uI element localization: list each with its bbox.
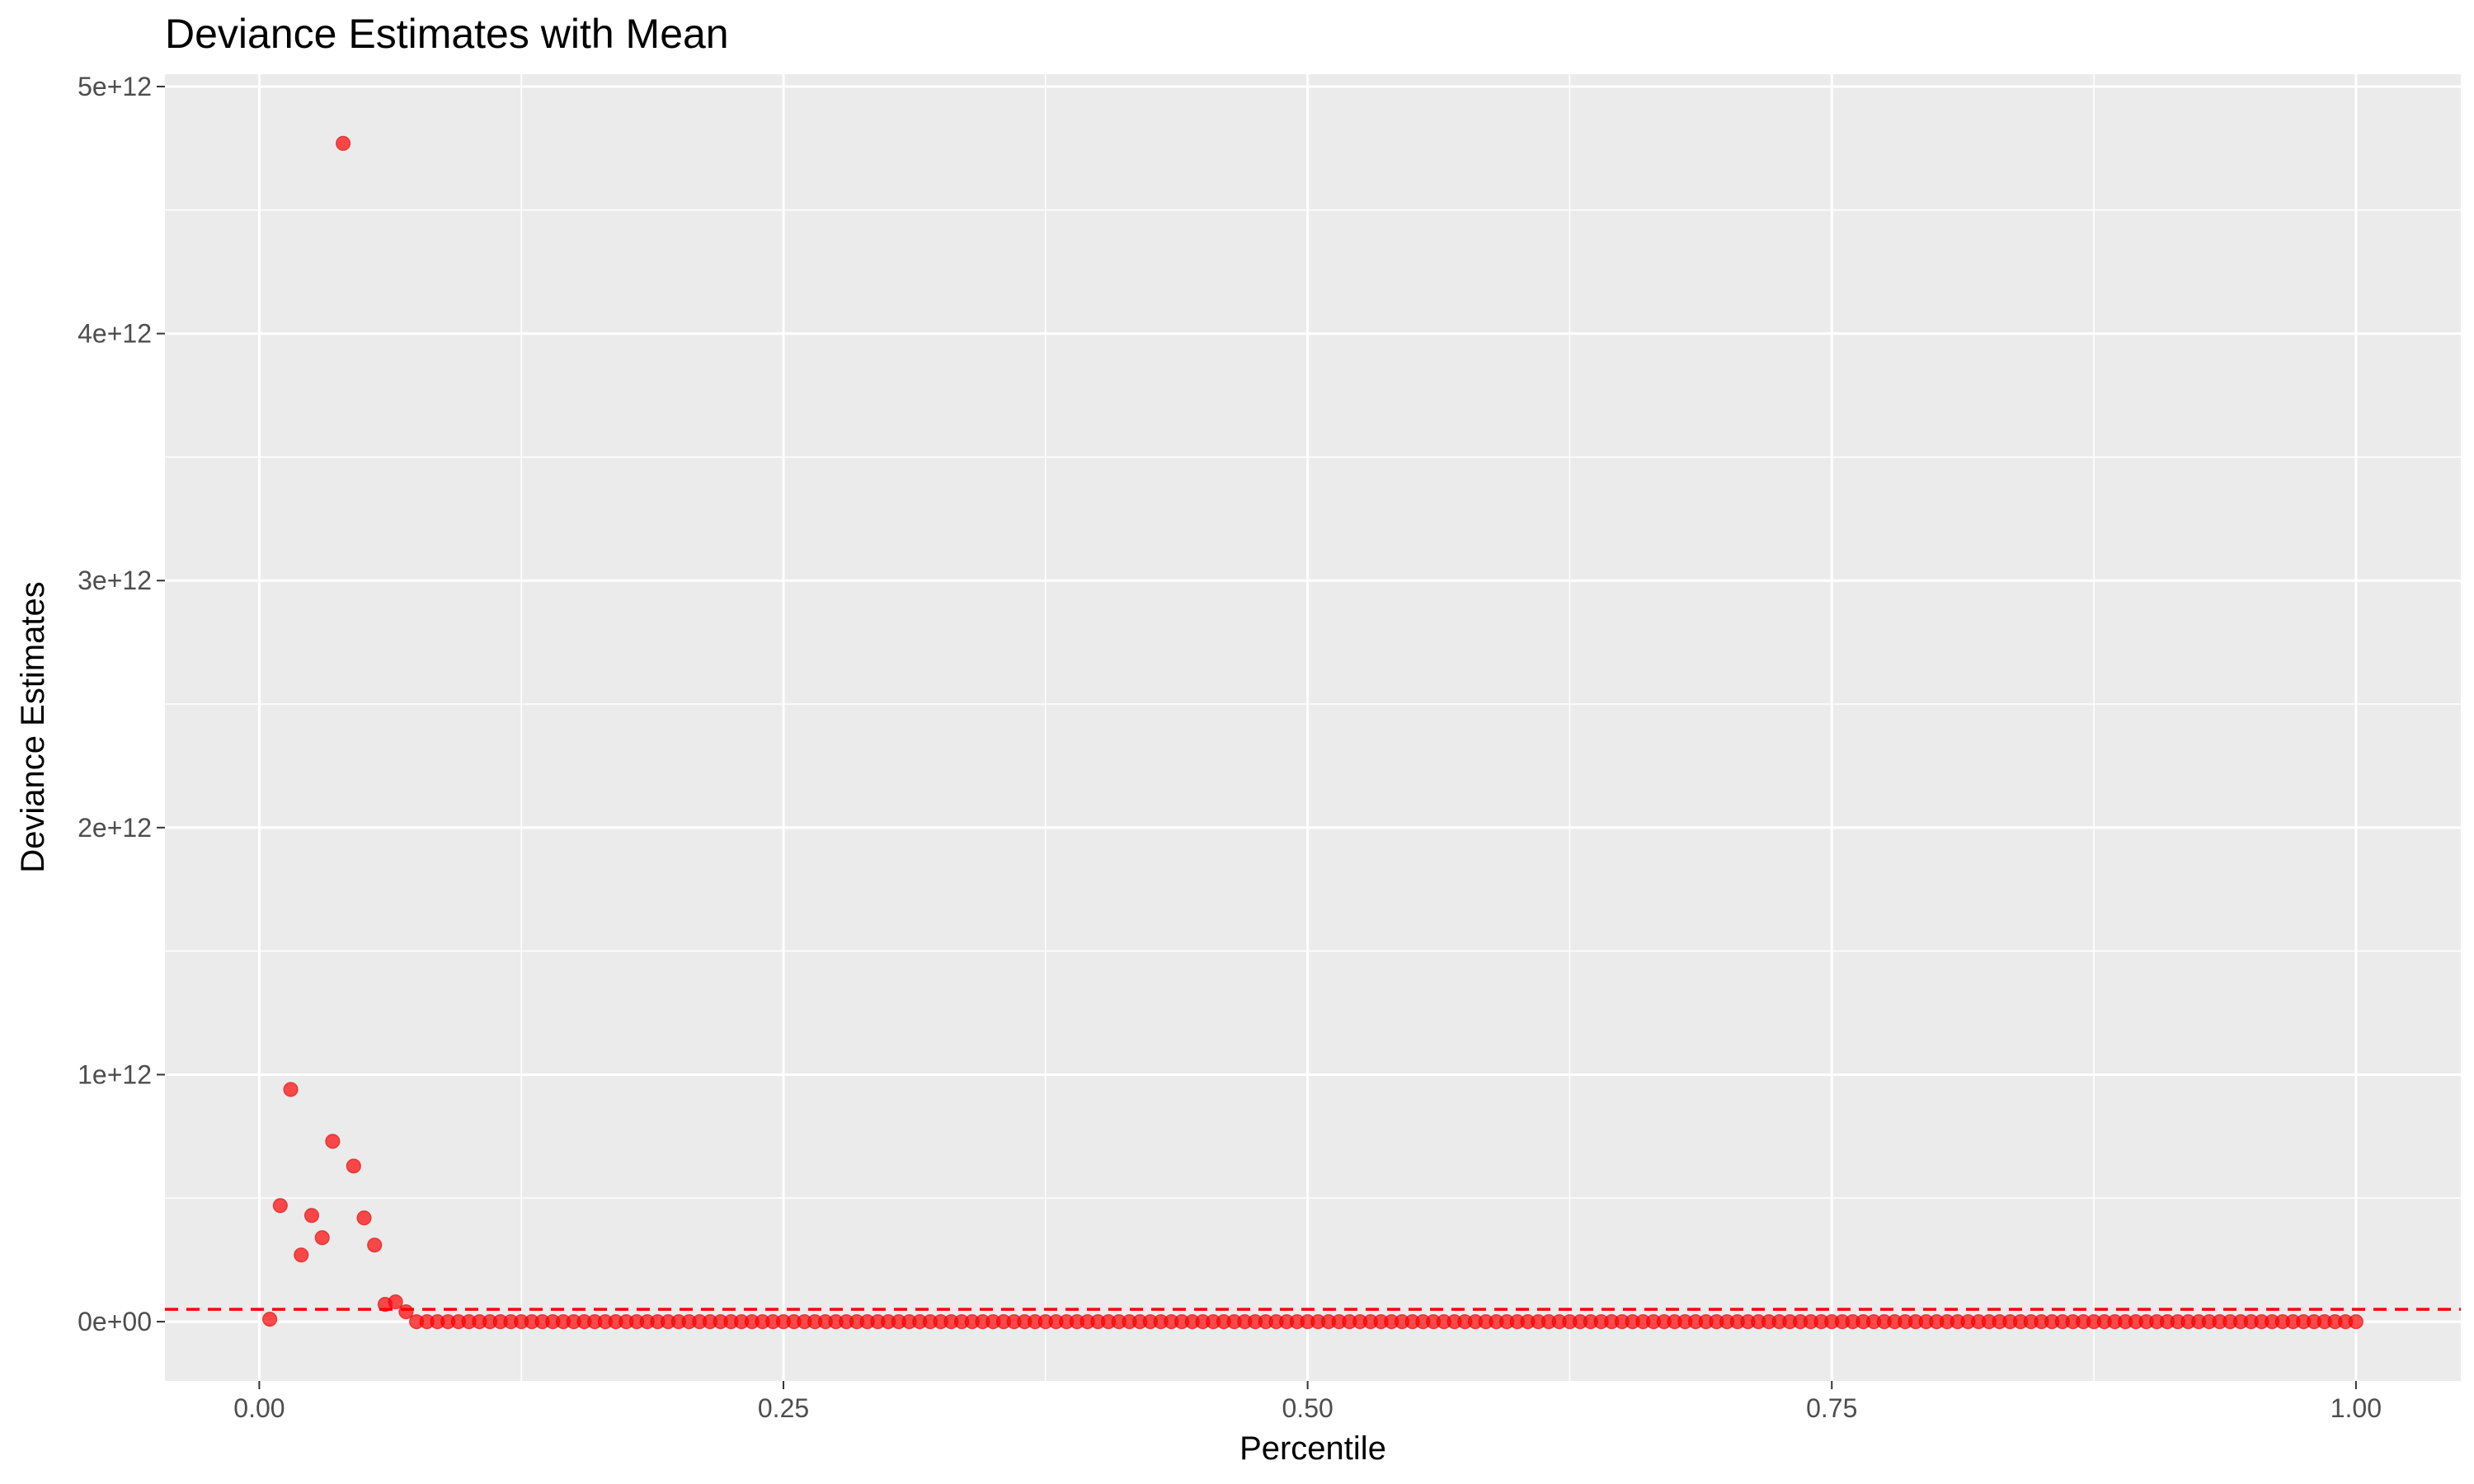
x-axis-title: Percentile [1239,1430,1386,1467]
data-point [2348,1313,2363,1330]
data-point [336,135,351,151]
y-tick-label: 0e+00 [78,1307,152,1336]
data-point [303,1208,320,1223]
x-tick-label: 0.25 [758,1393,809,1423]
data-point [346,1158,361,1174]
data-points [262,135,2363,1330]
data-point [314,1230,330,1246]
data-point [356,1210,372,1226]
y-tick-label: 3e+12 [78,566,152,595]
data-point [388,1294,403,1310]
y-axis: 0e+00 1e+12 2e+12 3e+12 4e+12 5e+12 [78,72,165,1336]
x-tick-label: 0.00 [233,1393,285,1423]
plot-panel [165,74,2461,1381]
data-point [398,1304,414,1320]
data-point [367,1237,383,1253]
data-point [272,1198,288,1214]
x-tick-label: 1.00 [2331,1393,2382,1423]
data-point [325,1134,341,1149]
data-point [283,1082,299,1097]
chart-title: Deviance Estimates with Mean [165,11,729,57]
minor-gridlines [165,74,2461,1381]
y-tick-label: 4e+12 [78,319,152,349]
y-tick-label: 2e+12 [78,813,152,843]
y-axis-title: Deviance Estimates [15,581,51,872]
y-tick-label: 5e+12 [78,72,152,101]
y-tick-label: 1e+12 [78,1059,152,1089]
x-tick-label: 0.50 [1282,1393,1333,1423]
data-point [262,1311,278,1327]
x-tick-label: 0.75 [1806,1393,1857,1423]
x-axis: 0.00 0.25 0.50 0.75 1.00 [233,1381,2382,1423]
data-point [294,1247,309,1263]
